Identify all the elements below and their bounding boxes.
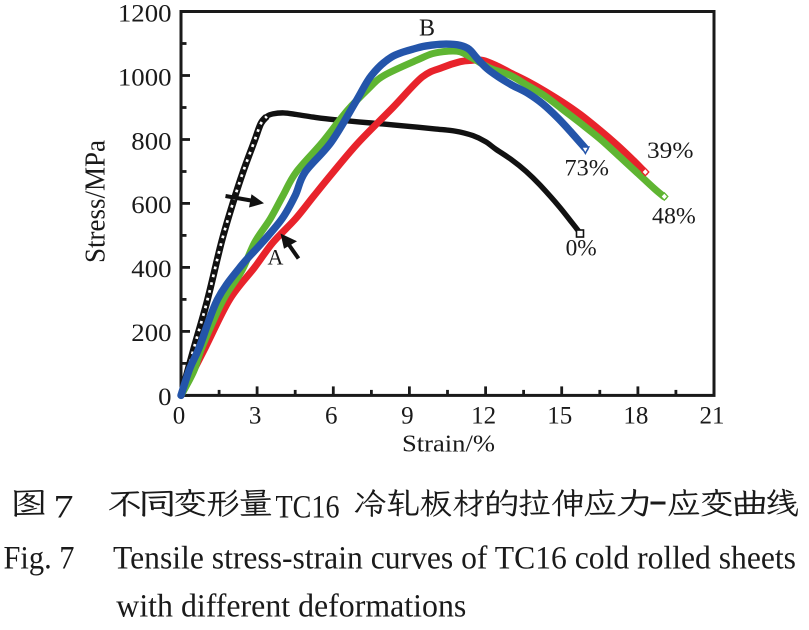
svg-text:TC16: TC16 bbox=[276, 490, 340, 526]
svg-text:15: 15 bbox=[547, 403, 572, 430]
svg-text:A: A bbox=[268, 244, 284, 269]
svg-text:200: 200 bbox=[131, 320, 171, 347]
svg-text:1200: 1200 bbox=[118, 0, 172, 27]
svg-text:7: 7 bbox=[54, 490, 74, 526]
svg-text:with different deformations: with different deformations bbox=[116, 589, 466, 625]
svg-text:73%: 73% bbox=[565, 156, 610, 181]
svg-text:0: 0 bbox=[173, 403, 186, 430]
svg-text:3: 3 bbox=[249, 403, 262, 430]
svg-text:21: 21 bbox=[700, 403, 725, 430]
svg-text:6: 6 bbox=[325, 403, 338, 430]
svg-text:800: 800 bbox=[131, 128, 171, 155]
svg-text:600: 600 bbox=[131, 192, 171, 219]
svg-text:Fig. 7: Fig. 7 bbox=[4, 541, 75, 577]
svg-text:12: 12 bbox=[471, 403, 496, 430]
svg-text:Stress/MPa: Stress/MPa bbox=[80, 140, 112, 263]
svg-text:48%: 48% bbox=[652, 204, 696, 229]
svg-text:18: 18 bbox=[623, 403, 648, 430]
svg-text:0: 0 bbox=[158, 384, 171, 411]
svg-text:400: 400 bbox=[131, 256, 171, 283]
svg-text:Tensile stress-strain curves o: Tensile stress-strain curves of TC16 col… bbox=[113, 541, 796, 577]
svg-text:1000: 1000 bbox=[118, 64, 172, 91]
svg-text:B: B bbox=[419, 16, 435, 42]
svg-text:39%: 39% bbox=[647, 138, 694, 163]
svg-text:0%: 0% bbox=[566, 236, 597, 261]
svg-text:9: 9 bbox=[401, 403, 414, 430]
svg-text:Strain/%: Strain/% bbox=[402, 432, 495, 458]
